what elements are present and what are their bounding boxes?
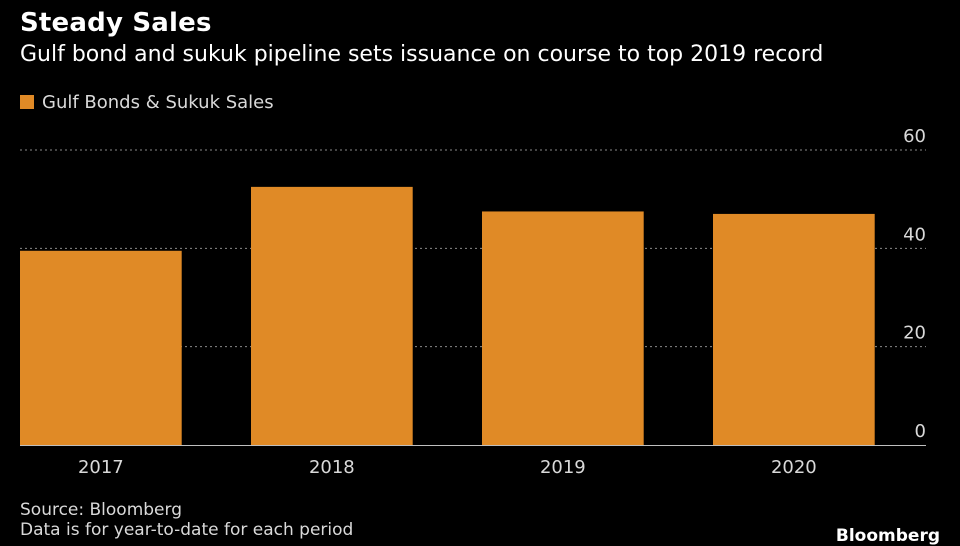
chart-subtitle: Gulf bond and sukuk pipeline sets issuan… bbox=[20, 42, 824, 67]
bar bbox=[251, 186, 413, 445]
x-tick-label: 2017 bbox=[78, 457, 124, 478]
legend-swatch bbox=[20, 95, 34, 109]
x-tick-label: 2019 bbox=[540, 457, 586, 478]
chart-title: Steady Sales bbox=[20, 8, 212, 38]
y-tick-label: 0 bbox=[915, 421, 926, 442]
legend-label: Gulf Bonds & Sukuk Sales bbox=[42, 91, 274, 113]
bar bbox=[713, 213, 875, 445]
source-label: Source: Bloomberg bbox=[20, 500, 182, 520]
y-tick-label: 20 bbox=[903, 323, 926, 344]
bar bbox=[20, 250, 182, 445]
source-note: Source: Bloomberg Data is for year-to-da… bbox=[20, 500, 353, 540]
data-note: Data is for year-to-date for each period bbox=[20, 520, 354, 540]
x-tick-label: 2020 bbox=[771, 457, 817, 478]
y-tick-label: 40 bbox=[903, 224, 926, 245]
x-tick-label: 2018 bbox=[309, 457, 355, 478]
brand-logo: Bloomberg bbox=[835, 526, 940, 546]
bar bbox=[482, 211, 644, 445]
y-tick-label: 60 bbox=[903, 126, 926, 147]
legend: Gulf Bonds & Sukuk Sales bbox=[20, 91, 274, 113]
